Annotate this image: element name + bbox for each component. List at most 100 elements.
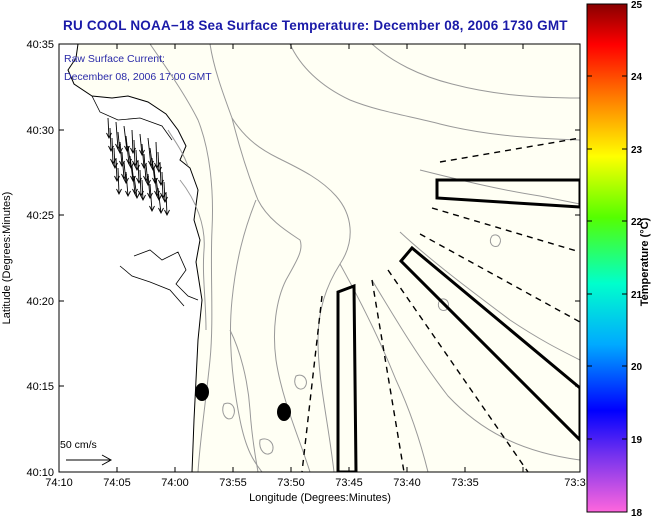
- current-vector: [131, 165, 136, 195]
- current-vector-head: [134, 192, 140, 200]
- current-vector: [147, 137, 152, 167]
- current-vector: [141, 179, 144, 201]
- current-vector: [115, 121, 119, 150]
- colorbar-tick-label: 25: [631, 0, 643, 11]
- current-vector: [133, 175, 138, 199]
- current-vector-head: [147, 192, 153, 200]
- colorbar-tick-label: 19: [631, 435, 643, 446]
- radar-sector-lines: [301, 137, 580, 472]
- current-vector: [125, 135, 130, 165]
- current-vector: [153, 167, 158, 197]
- y-tick-label: 40:25: [26, 210, 54, 222]
- annotation-line-2: December 08, 2006 17:00 GMT: [64, 71, 212, 83]
- current-vector-head: [164, 209, 170, 217]
- station-marker: [195, 383, 209, 401]
- current-vector: [121, 151, 125, 180]
- current-vector: [135, 149, 138, 171]
- current-vector: [149, 183, 153, 212]
- current-vector: [141, 143, 145, 169]
- x-tick-label: 74:05: [103, 477, 131, 489]
- y-tick-label: 40:20: [26, 296, 54, 308]
- colorbar-tick-label: 21: [631, 290, 643, 301]
- colorbar-tick-label: 23: [631, 145, 643, 156]
- current-vector: [129, 155, 134, 182]
- y-tick-label: 40:35: [26, 39, 54, 51]
- current-vector-head: [139, 149, 145, 157]
- current-vector: [115, 157, 118, 182]
- colorbar-label: Temperature (°C): [639, 217, 651, 306]
- current-vector: [157, 151, 160, 173]
- current-vector-head: [125, 190, 131, 198]
- colorbar-tick-label: 18: [631, 508, 643, 518]
- x-tick-label: 73:50: [277, 477, 305, 489]
- current-vector: [145, 163, 149, 186]
- river-shape: [133, 249, 199, 301]
- annotation-line-1: Raw Surface Current:: [64, 53, 165, 65]
- current-vector: [151, 157, 156, 184]
- x-tick-label: 74:00: [161, 477, 189, 489]
- current-vector: [119, 141, 123, 167]
- scale-arrow: [66, 454, 113, 466]
- x-tick-label: 74:10: [45, 477, 73, 489]
- plot-frame: [58, 43, 581, 473]
- surface-current-vectors: [106, 117, 170, 217]
- current-vector: [139, 133, 143, 156]
- current-vector-head: [149, 205, 155, 213]
- x-tick-marks: [58, 44, 524, 472]
- current-vector: [117, 131, 121, 154]
- y-tick-label: 40:10: [26, 467, 54, 479]
- current-vector: [137, 159, 140, 184]
- current-vector: [107, 117, 110, 139]
- current-vector-head: [158, 207, 164, 215]
- x-axis-title: Longitude (Degrees:Minutes): [249, 492, 391, 504]
- x-tick-label: 73:40: [393, 477, 421, 489]
- current-vector: [161, 171, 164, 199]
- y-tick-marks: [59, 43, 580, 473]
- current-vector-head: [140, 194, 146, 202]
- x-tick-label: 73:55: [219, 477, 247, 489]
- current-vector: [123, 125, 128, 152]
- current-vector: [163, 181, 166, 203]
- current-vector-head: [123, 177, 129, 185]
- current-vector: [109, 127, 112, 152]
- radar-sector-outlines: [336, 178, 580, 472]
- y-tick-label: 40:30: [26, 125, 54, 137]
- current-vector: [113, 147, 116, 169]
- current-vector: [139, 169, 142, 197]
- current-vector: [155, 141, 158, 169]
- current-vector: [111, 137, 114, 165]
- station-marker: [277, 403, 291, 421]
- colorbar-tick-label: 20: [631, 362, 643, 373]
- current-vector: [157, 187, 162, 214]
- current-vector: [165, 191, 168, 216]
- colorbar-ticks: [587, 75, 627, 440]
- current-vector: [159, 161, 162, 186]
- current-vector: [127, 145, 132, 169]
- land-area: [59, 44, 203, 472]
- current-vector: [149, 147, 154, 171]
- scale-label: 50 cm/s: [60, 439, 97, 451]
- current-vector: [143, 153, 147, 182]
- current-vector-head: [117, 147, 123, 155]
- colorbar: [586, 3, 628, 513]
- colorbar-tick-label: 24: [631, 72, 643, 83]
- current-vector: [147, 173, 151, 199]
- map-title: RU COOL NOAA−18 Sea Surface Temperature:…: [63, 18, 568, 33]
- current-vector-head: [145, 179, 151, 187]
- current-vector: [123, 161, 127, 184]
- river-shape: [119, 265, 185, 307]
- current-vector: [125, 171, 129, 197]
- y-tick-label: 40:15: [26, 381, 54, 393]
- current-vector: [131, 129, 134, 154]
- y-axis-title: Latitude (Degrees:Minutes): [1, 192, 13, 325]
- current-vector-head: [116, 188, 122, 196]
- x-tick-label: 73:45: [335, 477, 363, 489]
- x-tick-label: 73:3: [564, 477, 585, 489]
- current-vector: [155, 177, 160, 201]
- colorbar-tick-label: 22: [631, 217, 643, 228]
- current-vector: [133, 139, 136, 167]
- x-tick-label: 73:35: [451, 477, 479, 489]
- coast-inlet: [91, 95, 173, 141]
- current-vector: [117, 167, 120, 195]
